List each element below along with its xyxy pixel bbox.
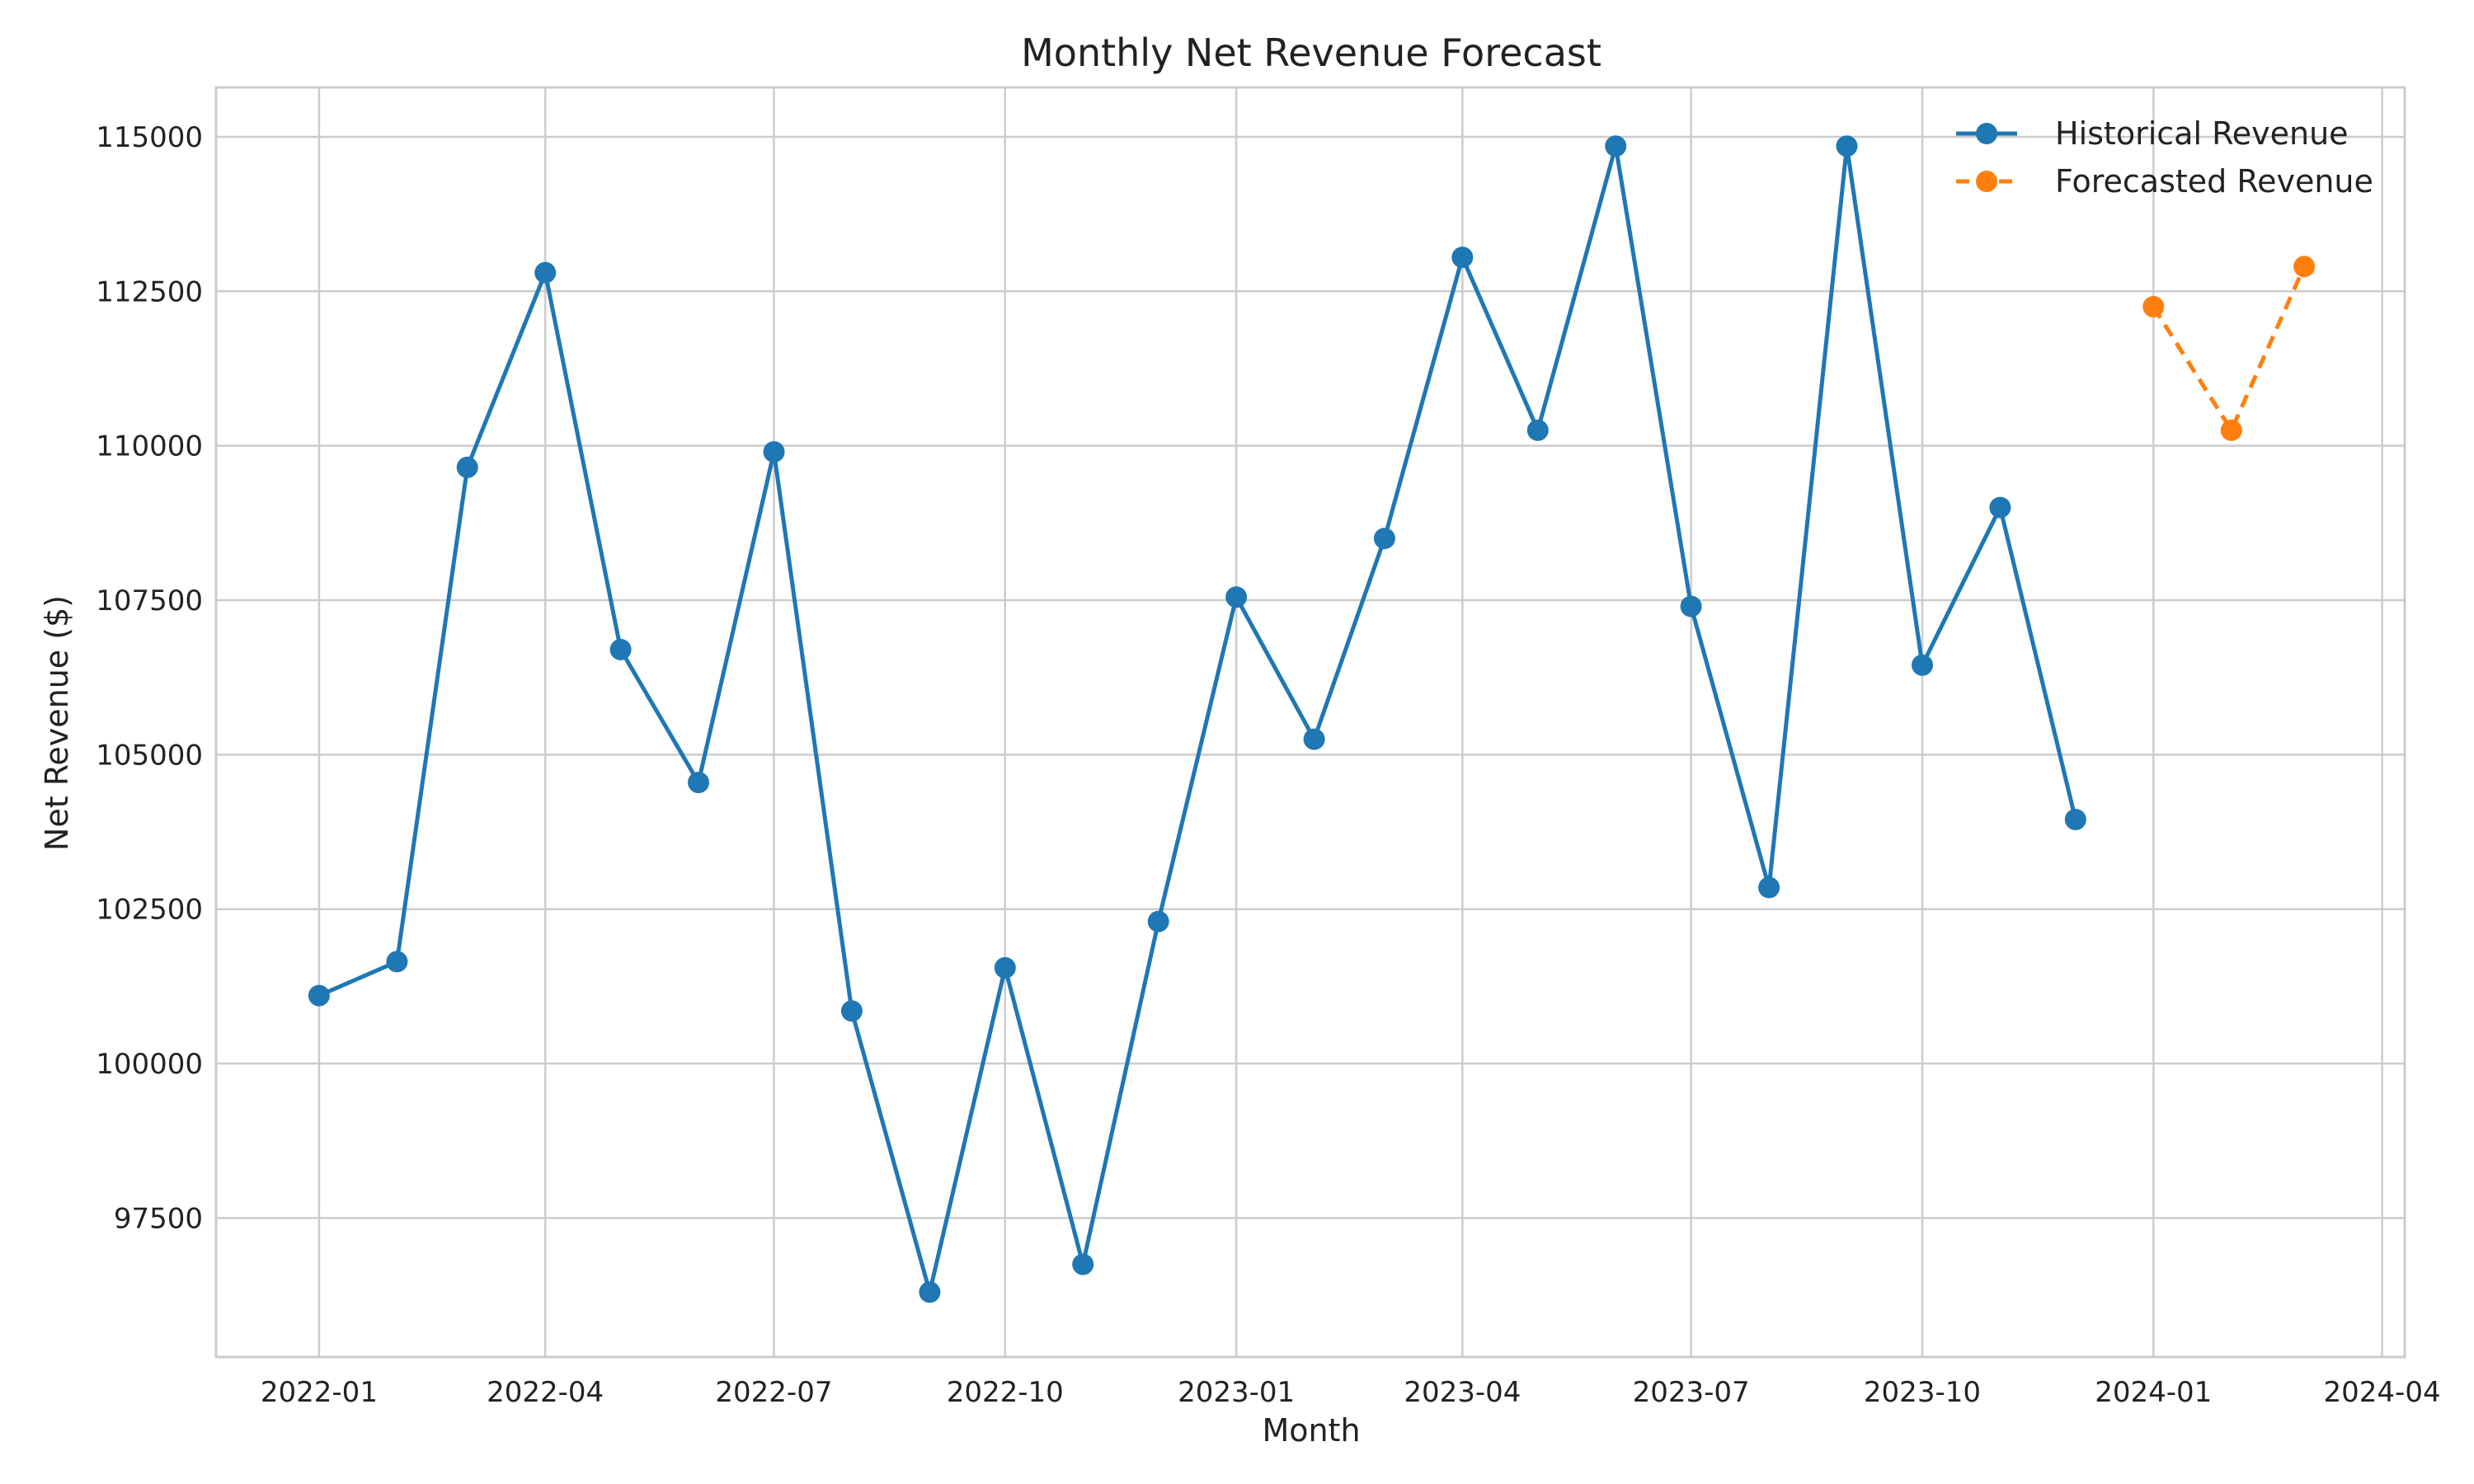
data-point — [688, 772, 709, 794]
data-point — [2142, 296, 2165, 317]
y-axis-title: Net Revenue ($) — [39, 595, 75, 851]
y-tick-label: 107500 — [96, 585, 203, 618]
data-point — [1147, 910, 1169, 932]
data-point — [1912, 654, 1933, 676]
data-point — [1680, 595, 1702, 618]
y-tick-label: 100000 — [96, 1048, 203, 1081]
plot-frame — [214, 86, 2406, 1359]
data-point — [1072, 1253, 1094, 1275]
y-tick-label: 102500 — [96, 894, 203, 927]
data-point — [1303, 728, 1325, 750]
series-layer — [308, 135, 2316, 1303]
x-tick-label: 2022-10 — [947, 1376, 1064, 1409]
data-point — [456, 456, 478, 478]
x-tick-label: 2024-01 — [2095, 1376, 2212, 1409]
y-tick-label: 97500 — [114, 1202, 203, 1235]
legend-label-historical: Historical Revenue — [2055, 115, 2349, 152]
x-tick-label: 2022-01 — [261, 1376, 378, 1409]
legend-marker-historical — [1976, 123, 1997, 144]
series-line-1 — [2152, 265, 2307, 433]
legend-marker-forecast — [1976, 171, 1997, 192]
data-point — [2220, 419, 2242, 441]
data-point — [1605, 135, 1627, 157]
x-axis-title: Month — [1262, 1412, 1360, 1449]
data-point — [2064, 809, 2086, 830]
data-point — [534, 261, 557, 284]
y-tick-label: 112500 — [96, 275, 203, 308]
legend-label-forecast: Forecasted Revenue — [2055, 163, 2373, 200]
data-point — [994, 956, 1016, 979]
chart-title: Monthly Net Revenue Forecast — [1021, 31, 1602, 75]
data-point — [763, 441, 785, 463]
y-tick-label: 110000 — [96, 430, 203, 463]
y-tick-labels: 97500 100000 102500 105000 107500 110000 11250… — [96, 121, 203, 1235]
y-tick-label: 105000 — [96, 739, 203, 772]
data-point — [1225, 586, 1248, 608]
y-tick-label: 115000 — [96, 121, 203, 154]
x-tick-label: 2022-07 — [715, 1376, 832, 1409]
x-tick-label: 2023-04 — [1404, 1376, 1521, 1409]
x-tick-label: 2022-04 — [487, 1376, 604, 1409]
data-point — [919, 1281, 941, 1303]
data-point — [308, 984, 330, 1007]
data-point — [609, 638, 632, 660]
series-line-0 — [317, 143, 2078, 1294]
data-point — [1373, 528, 1395, 550]
x-tick-labels: 2022-01 2022-04 2022-07 2022-10 2023-01 2023-… — [261, 1376, 2441, 1409]
x-tick-label: 2023-07 — [1633, 1376, 1750, 1409]
data-point — [386, 951, 408, 973]
x-tick-label: 2023-01 — [1178, 1376, 1295, 1409]
data-point — [1836, 135, 1858, 157]
series-1 — [2142, 256, 2316, 441]
x-tick-label: 2023-10 — [1864, 1376, 1981, 1409]
x-tick-label: 2024-04 — [2324, 1376, 2441, 1409]
legend: Historical Revenue Forecasted Revenue — [1956, 115, 2373, 200]
data-point — [1526, 419, 1549, 441]
data-point — [2293, 256, 2316, 278]
series-0 — [308, 135, 2086, 1303]
data-point — [840, 1000, 863, 1022]
data-point — [1451, 247, 1474, 269]
data-point — [1989, 496, 2011, 519]
data-point — [1758, 876, 1780, 899]
